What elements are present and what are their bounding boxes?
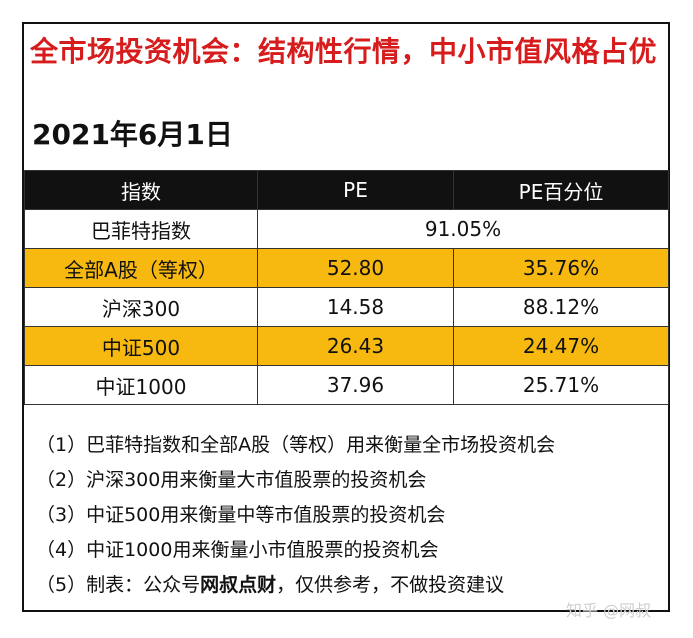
note-suffix: ，仅供参考，不做投资建议 (276, 574, 505, 596)
row-name: 中证1000 (24, 365, 258, 405)
note-item: （3）中证500用来衡量中等市值股票的投资机会 (36, 504, 446, 526)
row-value: 91.05% (257, 209, 669, 249)
row-pct: 88.12% (453, 287, 669, 327)
row-name: 巴菲特指数 (24, 209, 258, 249)
note-item: （4）中证1000用来衡量小市值股票的投资机会 (36, 539, 439, 561)
row-name: 全部A股（等权） (24, 248, 258, 288)
row-pe: 26.43 (257, 326, 454, 366)
table-row: 中证1000 37.96 25.71% (24, 365, 669, 405)
table-row: 沪深300 14.58 88.12% (24, 287, 669, 327)
note-item-source: （5）制表：公众号网叔点财，仅供参考，不做投资建议 (36, 568, 666, 603)
row-pe: 14.58 (257, 287, 454, 327)
header-pe: PE (257, 170, 454, 210)
row-pct: 35.76% (453, 248, 669, 288)
infographic-frame: 全市场投资机会：结构性行情，中小市值风格占优 2021年6月1日 指数 PE P… (22, 22, 670, 612)
table-header-row: 指数 PE PE百分位 (24, 170, 669, 210)
note-prefix: （5）制表：公众号 (36, 574, 201, 596)
table-row: 全部A股（等权） 52.80 35.76% (24, 248, 669, 288)
header-pe-percentile: PE百分位 (453, 170, 669, 210)
note-item: （2）沪深300用来衡量大市值股票的投资机会 (36, 469, 427, 491)
row-pct: 24.47% (453, 326, 669, 366)
header-index: 指数 (24, 170, 258, 210)
report-date: 2021年6月1日 (32, 118, 233, 151)
table-row: 中证500 26.43 24.47% (24, 326, 669, 366)
watermark: 知乎 @网叔 (566, 601, 652, 620)
page-title: 全市场投资机会：结构性行情，中小市值风格占优 (30, 35, 658, 68)
row-name: 沪深300 (24, 287, 258, 327)
account-name: 网叔点财 (200, 574, 277, 596)
notes-list: （1）巴菲特指数和全部A股（等权）用来衡量全市场投资机会 （2）沪深300用来衡… (36, 428, 666, 603)
row-pe: 37.96 (257, 365, 454, 405)
row-pct: 25.71% (453, 365, 669, 405)
note-item: （1）巴菲特指数和全部A股（等权）用来衡量全市场投资机会 (36, 434, 556, 456)
row-pe: 52.80 (257, 248, 454, 288)
pe-table: 指数 PE PE百分位 巴菲特指数 91.05% 全部A股（等权） 52.80 … (24, 170, 669, 405)
table-row-buffett: 巴菲特指数 91.05% (24, 209, 669, 249)
row-name: 中证500 (24, 326, 258, 366)
